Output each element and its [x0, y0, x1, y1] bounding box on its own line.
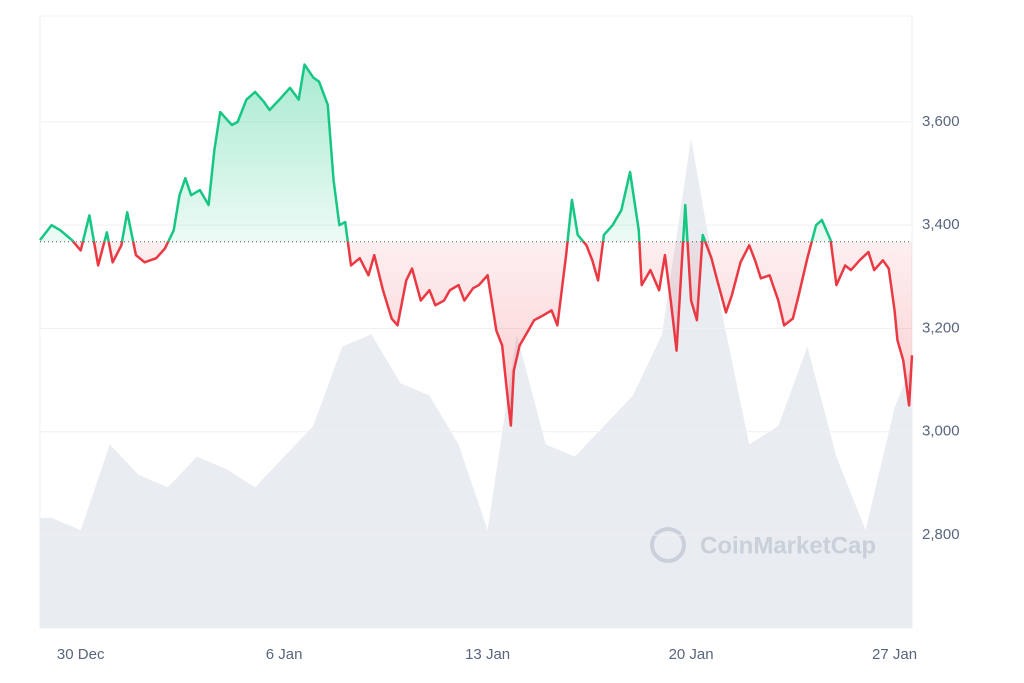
- y-tick-label: 2,800: [922, 526, 960, 543]
- x-tick-label: 20 Jan: [669, 646, 714, 663]
- y-tick-label: 3,000: [922, 423, 960, 440]
- x-tick-label: 27 Jan: [872, 646, 917, 663]
- x-tick-label: 6 Jan: [266, 646, 303, 663]
- watermark: CoinMarketCap: [650, 527, 876, 563]
- y-tick-label: 3,600: [922, 113, 960, 130]
- watermark-logo: [650, 527, 686, 563]
- price-area: [40, 64, 912, 426]
- price-line: [39, 63, 914, 427]
- watermark-text: CoinMarketCap: [700, 532, 876, 559]
- x-tick-label: 13 Jan: [465, 646, 510, 663]
- y-tick-label: 3,200: [922, 319, 960, 336]
- y-tick-label: 3,400: [922, 216, 960, 233]
- x-tick-label: 30 Dec: [57, 646, 105, 663]
